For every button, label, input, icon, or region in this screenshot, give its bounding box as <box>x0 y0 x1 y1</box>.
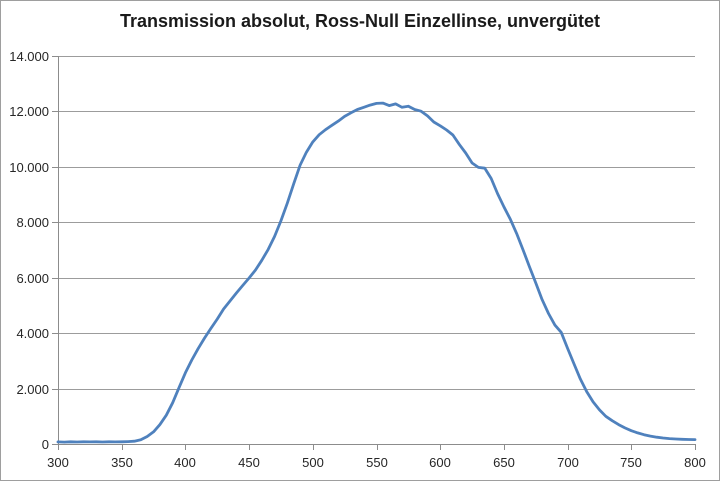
x-tick-label: 750 <box>620 455 642 470</box>
x-tick-label: 500 <box>302 455 324 470</box>
y-tick-label: 8.000 <box>16 215 49 230</box>
x-tick-label: 400 <box>174 455 196 470</box>
x-tick-label: 300 <box>47 455 69 470</box>
y-tick-label: 4.000 <box>16 326 49 341</box>
y-tick-label: 6.000 <box>16 271 49 286</box>
x-tick-label: 350 <box>111 455 133 470</box>
x-tick-label: 450 <box>238 455 260 470</box>
y-tick-label: 10.000 <box>9 160 49 175</box>
x-tick-label: 650 <box>493 455 515 470</box>
chart-title: Transmission absolut, Ross-Null Einzelli… <box>119 11 601 31</box>
y-tick-label: 0 <box>42 437 49 452</box>
transmission-series-line <box>56 101 697 444</box>
y-tick-label: 12.000 <box>9 104 49 119</box>
y-tick-label: 2.000 <box>16 382 49 397</box>
x-tick-label: 800 <box>684 455 706 470</box>
x-tick-label: 600 <box>429 455 451 470</box>
x-tick-label: 550 <box>366 455 388 470</box>
x-tick-label: 700 <box>557 455 579 470</box>
y-tick-label: 14.000 <box>9 49 49 64</box>
